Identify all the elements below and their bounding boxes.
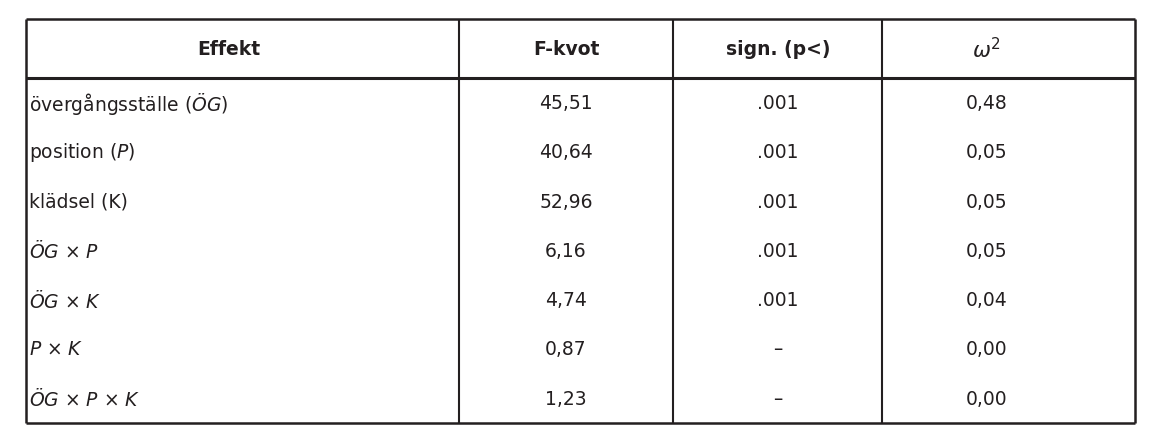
Text: .001: .001 [757, 241, 799, 260]
Text: 45,51: 45,51 [539, 94, 593, 113]
Text: övergångsställe ($\it{ÖG}$): övergångsställe ($\it{ÖG}$) [29, 90, 229, 117]
Text: 4,74: 4,74 [545, 290, 587, 309]
Text: Effekt: Effekt [197, 40, 261, 59]
Text: klädsel (K): klädsel (K) [29, 192, 128, 211]
Text: 0,05: 0,05 [966, 143, 1008, 162]
Text: 0,00: 0,00 [966, 389, 1008, 408]
Text: .001: .001 [757, 143, 799, 162]
Text: 1,23: 1,23 [546, 389, 586, 408]
Text: 0,05: 0,05 [966, 192, 1008, 211]
Text: 0,04: 0,04 [966, 290, 1008, 309]
Text: position ($\it{P}$): position ($\it{P}$) [29, 141, 136, 164]
Text: .001: .001 [757, 94, 799, 113]
Text: –: – [773, 339, 783, 358]
Text: 0,48: 0,48 [966, 94, 1008, 113]
Text: 0,87: 0,87 [546, 339, 586, 358]
Text: 0,05: 0,05 [966, 241, 1008, 260]
Text: 40,64: 40,64 [539, 143, 593, 162]
Text: $\it{ÖG}$ × $\it{P}$ × $\it{K}$: $\it{ÖG}$ × $\it{P}$ × $\it{K}$ [29, 387, 140, 409]
Text: 6,16: 6,16 [546, 241, 586, 260]
Text: $\it{P}$ × $\it{K}$: $\it{P}$ × $\it{K}$ [29, 339, 84, 358]
Text: 0,00: 0,00 [966, 339, 1008, 358]
Text: F-kvot: F-kvot [533, 40, 599, 59]
Text: $\it{ÖG}$ × $\it{P}$: $\it{ÖG}$ × $\it{P}$ [29, 240, 99, 262]
Text: sign. (p<): sign. (p<) [726, 40, 830, 59]
Text: 52,96: 52,96 [539, 192, 593, 211]
Text: .001: .001 [757, 290, 799, 309]
Text: .001: .001 [757, 192, 799, 211]
Text: –: – [773, 389, 783, 408]
Text: $\omega^{2}$: $\omega^{2}$ [972, 37, 1002, 62]
Text: $\it{ÖG}$ × $\it{K}$: $\it{ÖG}$ × $\it{K}$ [29, 289, 101, 311]
